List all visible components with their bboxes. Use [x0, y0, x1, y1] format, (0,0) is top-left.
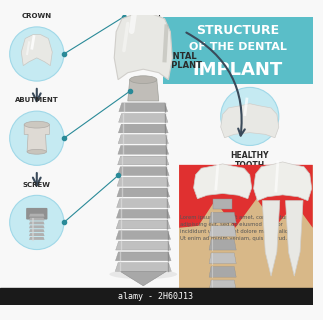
Polygon shape [209, 226, 236, 236]
Text: IMPLANT: IMPLANT [193, 61, 283, 79]
Text: IMPLANT: IMPLANT [161, 61, 203, 70]
Polygon shape [114, 10, 172, 80]
Polygon shape [179, 165, 313, 228]
Bar [0, 288, 313, 305]
Polygon shape [116, 209, 170, 218]
Text: DENTAL: DENTAL [161, 52, 197, 60]
FancyBboxPatch shape [26, 208, 47, 220]
Circle shape [10, 195, 64, 250]
Text: CROWN: CROWN [22, 13, 52, 19]
Polygon shape [117, 188, 170, 197]
Polygon shape [193, 164, 252, 199]
Polygon shape [29, 218, 45, 220]
Ellipse shape [24, 121, 49, 128]
Ellipse shape [109, 269, 177, 279]
Polygon shape [221, 104, 279, 138]
Polygon shape [209, 280, 236, 291]
Text: OF THE DENTAL: OF THE DENTAL [189, 42, 287, 52]
Polygon shape [117, 167, 169, 175]
Text: Lorem ipsum dolor sit amet, consectetur
adipiscing elit, sed do eiusmod tempor
i: Lorem ipsum dolor sit amet, consectetur … [180, 215, 297, 241]
Ellipse shape [130, 76, 157, 84]
Polygon shape [118, 135, 168, 144]
Polygon shape [286, 201, 303, 276]
Polygon shape [116, 231, 171, 239]
Ellipse shape [27, 149, 47, 154]
Polygon shape [118, 146, 169, 154]
Polygon shape [116, 241, 171, 250]
Polygon shape [120, 271, 166, 286]
Polygon shape [262, 201, 280, 276]
Text: HEALTHY: HEALTHY [231, 151, 269, 160]
FancyBboxPatch shape [162, 17, 313, 84]
Polygon shape [118, 156, 169, 165]
Polygon shape [119, 103, 168, 112]
Polygon shape [209, 253, 236, 264]
Circle shape [221, 87, 279, 146]
Circle shape [10, 111, 64, 165]
Polygon shape [209, 267, 236, 277]
Polygon shape [29, 225, 45, 228]
Text: alamy - 2H60J13: alamy - 2H60J13 [118, 292, 193, 301]
Text: SCREW: SCREW [23, 181, 51, 188]
Polygon shape [211, 291, 234, 300]
Polygon shape [29, 214, 45, 217]
Bar [179, 165, 313, 305]
Polygon shape [117, 199, 170, 207]
Polygon shape [209, 212, 236, 223]
Text: ABUTMENT: ABUTMENT [15, 97, 59, 103]
Circle shape [10, 27, 64, 81]
Polygon shape [115, 263, 171, 271]
Polygon shape [209, 239, 236, 250]
Polygon shape [116, 220, 170, 229]
Polygon shape [118, 124, 168, 133]
Polygon shape [29, 233, 45, 236]
Polygon shape [29, 221, 45, 224]
Polygon shape [213, 199, 232, 209]
Polygon shape [254, 162, 312, 201]
Polygon shape [119, 114, 168, 122]
Polygon shape [29, 229, 45, 232]
Polygon shape [128, 80, 159, 101]
Polygon shape [117, 177, 169, 186]
Polygon shape [24, 125, 49, 152]
Polygon shape [21, 35, 52, 66]
Text: TOOTH: TOOTH [234, 161, 265, 170]
Polygon shape [29, 237, 45, 240]
Text: STRUCTURE: STRUCTURE [196, 24, 279, 37]
Polygon shape [115, 252, 171, 261]
